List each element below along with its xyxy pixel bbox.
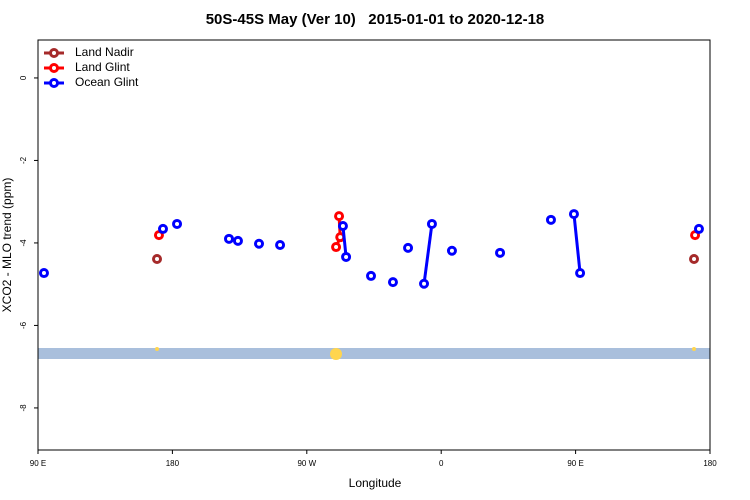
marker [155,347,159,351]
y-axis-label: XCO2 - MLO trend (ppm) [0,178,14,313]
x-tick-label: 90 E [567,459,583,468]
chart-title: 50S-45S May (Ver 10) 2015-01-01 to 2020-… [206,11,545,28]
point [689,254,700,265]
point [446,245,457,256]
point [337,221,348,232]
point [693,223,704,234]
point [157,223,168,234]
point [568,209,579,220]
point [331,242,342,253]
legend-marker [49,78,59,88]
line [341,225,348,258]
point [172,218,183,229]
legend-label: Land Nadir [75,45,134,59]
y-tick-label: -2 [19,156,28,164]
line [422,223,434,284]
point [232,235,243,246]
point [254,238,265,249]
marker [330,348,342,360]
point [387,277,398,288]
y-tick-label: -6 [19,321,28,329]
point [334,211,345,222]
point [403,242,414,253]
point [426,218,437,229]
plot-frame [37,39,711,451]
point [152,254,163,265]
point [223,233,234,244]
point [38,268,49,279]
x-tick-label: 0 [439,459,444,468]
point [275,240,286,250]
point [495,247,506,258]
x-tick-label: 180 [703,459,717,468]
legend-marker [49,48,59,58]
line [572,213,582,274]
legend-marker [49,63,59,73]
y-tick-label: 0 [19,75,28,80]
band [38,348,710,359]
point [575,268,586,279]
x-tick-label: 90 E [30,459,46,468]
x-tick-label: 90 W [297,459,316,468]
y-tick-label: -8 [19,404,28,412]
marker [692,347,696,351]
x-axis-label: Longitude [349,476,402,490]
legend-label: Ocean Glint [75,75,139,89]
x-tick-label: 180 [166,459,180,468]
point [419,278,430,289]
point [341,251,352,262]
point [366,270,377,281]
y-tick-label: -4 [19,239,28,247]
point [545,214,556,225]
legend-label: Land Glint [75,60,130,74]
